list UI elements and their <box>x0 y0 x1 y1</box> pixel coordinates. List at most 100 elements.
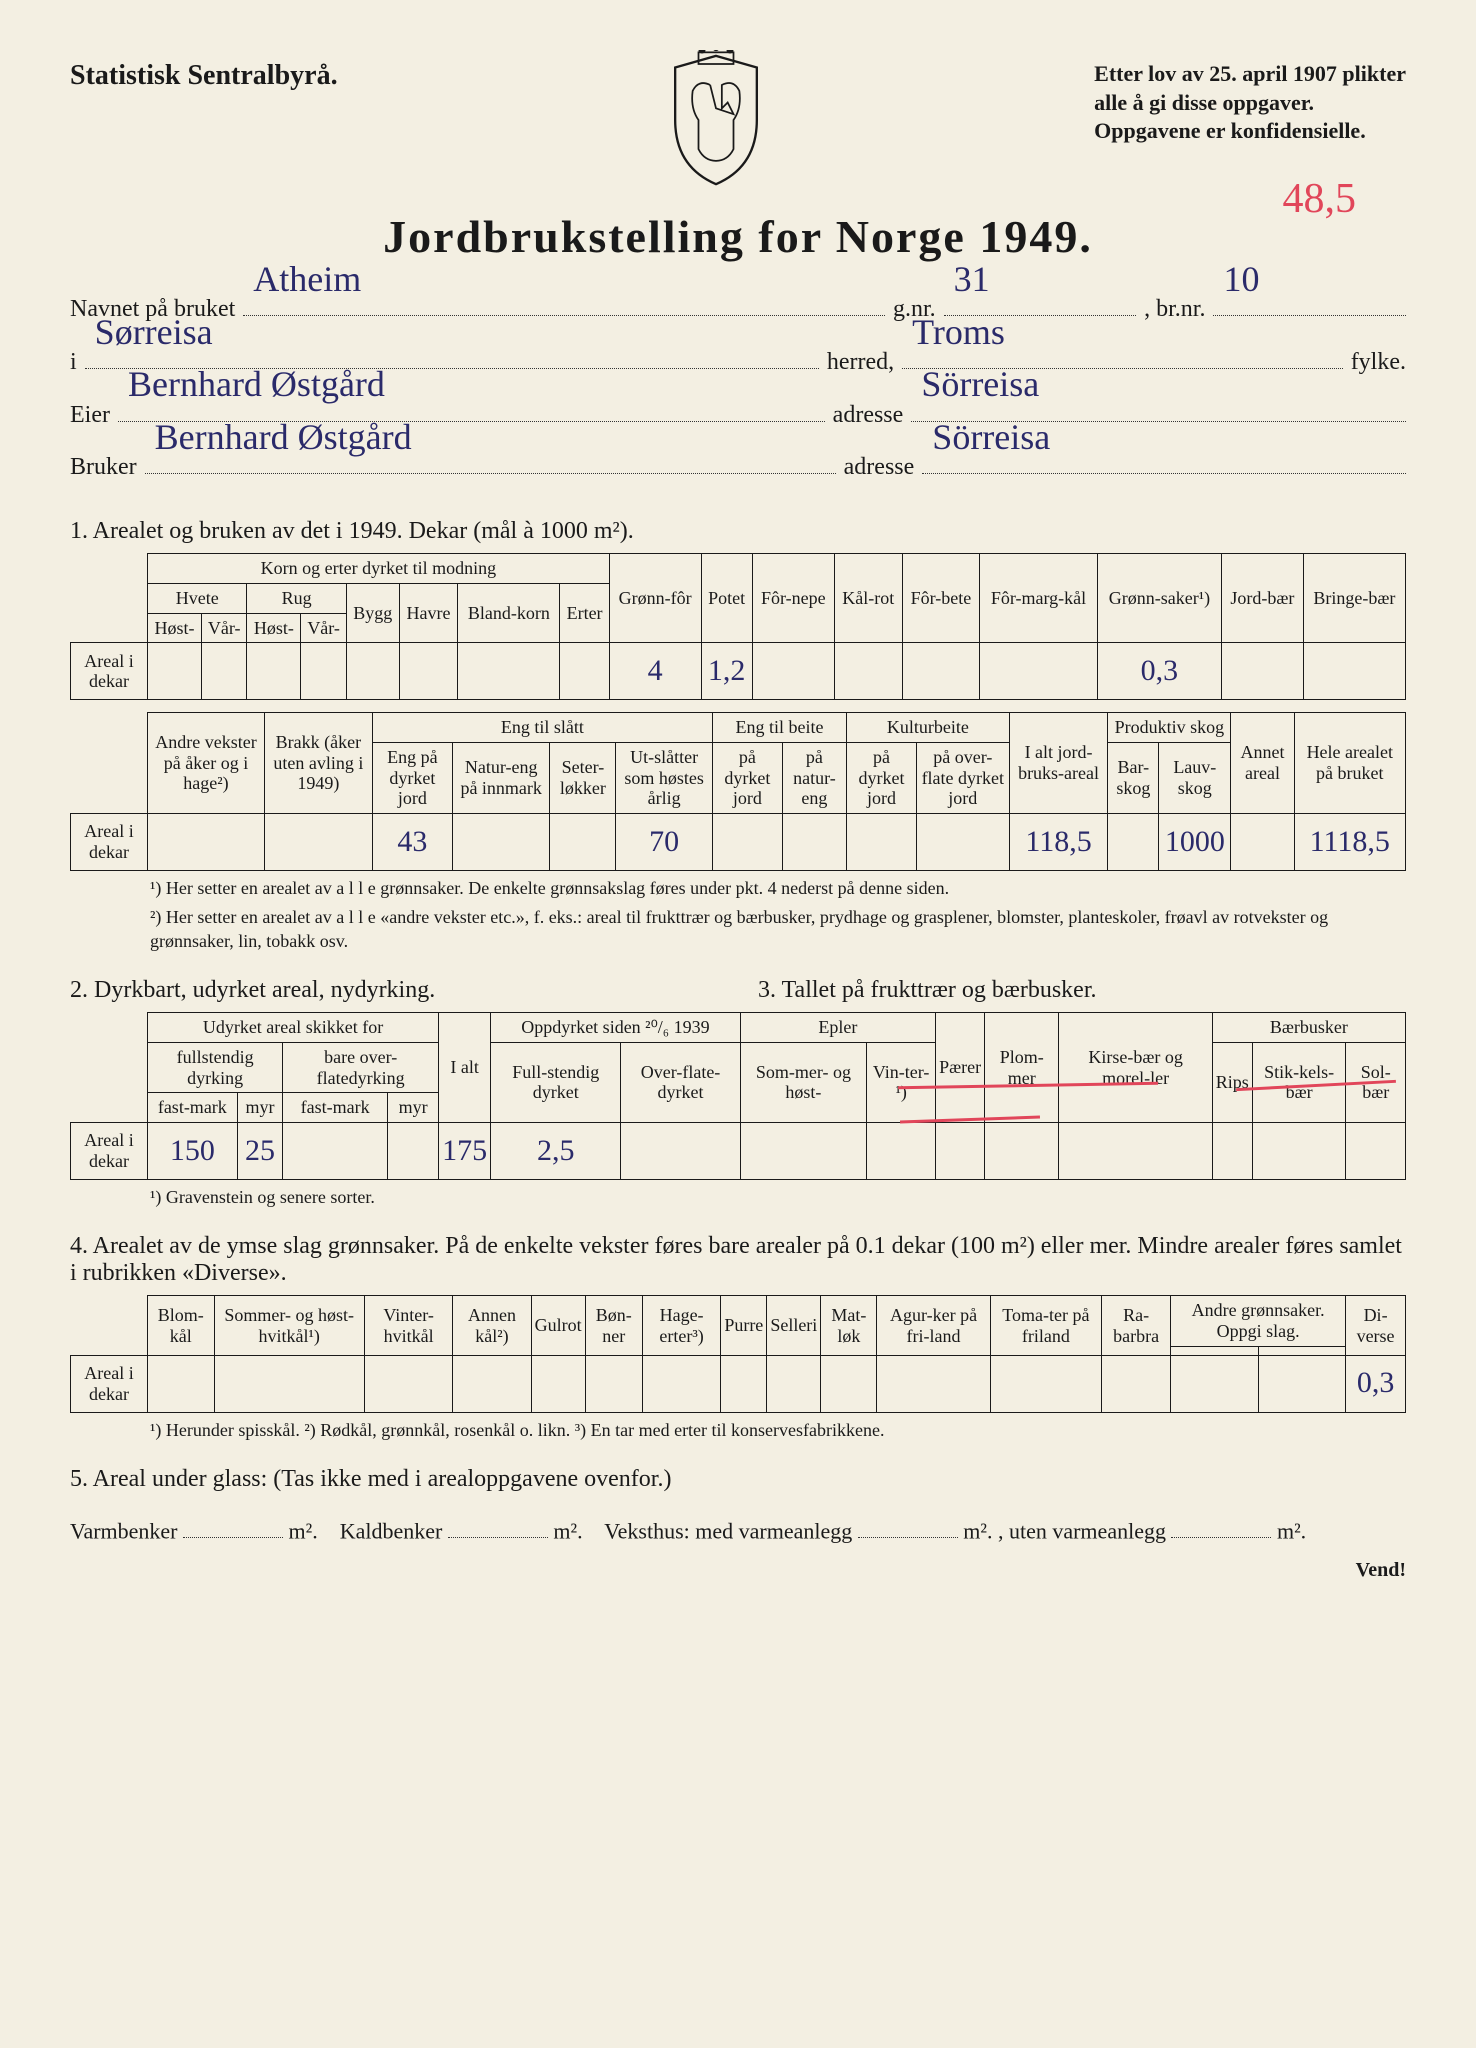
label: m². <box>963 1518 992 1543</box>
field-bruker-adr: Sörreisa <box>922 445 1406 475</box>
vend-label: Vend! <box>70 1559 1406 1582</box>
section-5-line: Varmbenker m². Kaldbenker m². Veksthus: … <box>70 1511 1406 1551</box>
col: Jord-bær <box>1222 554 1304 643</box>
hand-value: Bernhard Østgård <box>155 398 412 477</box>
label: adresse <box>833 389 904 442</box>
label: Eier <box>70 389 110 442</box>
footnote: ²) Her setter en arealet av a l l e «and… <box>150 906 1406 953</box>
hand-value: Sörreisa <box>932 398 1050 477</box>
coat-of-arms-icon <box>656 50 776 190</box>
col <box>1258 1346 1345 1355</box>
col: Gulrot <box>531 1296 585 1355</box>
label: Veksthus: med varmeanlegg <box>604 1518 852 1543</box>
col: Purre <box>721 1296 767 1355</box>
field-bruker: Bernhard Østgård <box>145 445 836 475</box>
label: Bruker <box>70 441 137 494</box>
col-group: Eng til slått <box>372 713 712 743</box>
cell-value: 0,3 <box>1346 1355 1406 1412</box>
col: Full-stendig dyrket <box>491 1042 621 1122</box>
col: Annet areal <box>1231 713 1294 814</box>
col: på natur-eng <box>782 742 846 813</box>
cell-value: 1,2 <box>701 643 752 700</box>
col: Bøn-ner <box>585 1296 642 1355</box>
col: Som-mer- og høst- <box>740 1042 867 1122</box>
col: Rug <box>247 583 346 613</box>
col-group: Bærbusker <box>1212 1013 1405 1043</box>
row-label: Areal i dekar <box>71 1355 148 1412</box>
label: Varmbenker <box>70 1518 178 1543</box>
field-brnr: 10 <box>1213 286 1406 316</box>
col: Bar-skog <box>1108 742 1159 813</box>
label: i <box>70 336 77 389</box>
col <box>1171 1346 1258 1355</box>
col: Vin-ter-¹) <box>867 1042 936 1122</box>
col: Grønn-fôr <box>609 554 701 643</box>
law-note-line: Etter lov av 25. april 1907 plikter <box>1094 60 1406 89</box>
col: Agur-ker på fri-land <box>877 1296 990 1355</box>
field <box>448 1511 548 1538</box>
col: Brakk (åker uten avling i 1949) <box>264 713 372 814</box>
col: Fôr-bete <box>902 554 980 643</box>
field <box>1171 1511 1271 1538</box>
cell-value: 118,5 <box>1009 814 1108 871</box>
col: fast-mark <box>283 1093 388 1123</box>
cell-value: 70 <box>616 814 712 871</box>
section-1-heading: 1. Arealet og bruken av det i 1949. Deka… <box>70 518 1406 545</box>
col: myr <box>237 1093 283 1123</box>
cell-value: 1118,5 <box>1294 814 1405 871</box>
table-4: Blom-kål Sommer- og høst-hvitkål¹) Vinte… <box>70 1295 1406 1412</box>
field <box>858 1511 958 1538</box>
label: herred, <box>827 336 894 389</box>
col: på dyrket jord <box>712 742 782 813</box>
label: Kaldbenker <box>340 1518 443 1543</box>
col: I alt <box>439 1013 491 1123</box>
col: Kirse-bær og morel-ler <box>1059 1013 1212 1123</box>
label: , uten varmeanlegg <box>998 1518 1166 1543</box>
col: Seter-løkker <box>550 742 616 813</box>
section-4-heading: 4. Arealet av de ymse slag grønnsaker. P… <box>70 1233 1406 1287</box>
col: Lauv-skog <box>1159 742 1231 813</box>
meta-line: Navnet på bruket Atheim g.nr. 31 , br.nr… <box>70 283 1406 336</box>
col-group: Korn og erter dyrket til modning <box>148 554 610 584</box>
label: fylke. <box>1351 336 1406 389</box>
agency-name: Statistisk Sentralbyrå. <box>70 60 338 92</box>
label: m². <box>289 1518 318 1543</box>
col-group: Oppdyrket siden ²⁰/₆ 1939 <box>491 1013 741 1043</box>
col-group: Produktiv skog <box>1108 713 1231 743</box>
col: Eng på dyrket jord <box>372 742 452 813</box>
col: Hele arealet på bruket <box>1294 713 1405 814</box>
col: Hage-erter³) <box>642 1296 720 1355</box>
col: Vår- <box>201 613 246 643</box>
section-5-heading: 5. Areal under glass: (Tas ikke med i ar… <box>70 1466 1406 1493</box>
col-group: Epler <box>740 1013 935 1043</box>
footnote: ¹) Herunder spisskål. ²) Rødkål, grønnkå… <box>150 1419 1406 1442</box>
section-3-heading: 3. Tallet på frukttrær og bærbusker. <box>758 977 1406 1004</box>
col: bare over-flatedyrking <box>283 1042 439 1092</box>
col-group: Eng til beite <box>712 713 846 743</box>
label: m². <box>1277 1518 1306 1543</box>
col: på dyrket jord <box>847 742 917 813</box>
col: Kål-rot <box>834 554 902 643</box>
cell-value: 4 <box>609 643 701 700</box>
col-group: Andre grønnsaker. Oppgi slag. <box>1171 1296 1346 1346</box>
col: Bygg <box>346 583 399 642</box>
col: Sommer- og høst-hvitkål¹) <box>214 1296 364 1355</box>
section-2-heading: 2. Dyrkbart, udyrket areal, nydyrking. <box>70 977 718 1004</box>
footnote: ¹) Gravenstein og senere sorter. <box>150 1186 1406 1209</box>
law-note-line: alle å gi disse oppgaver. <box>1094 89 1406 118</box>
col: Havre <box>399 583 458 642</box>
hand-value: Atheim <box>253 240 361 319</box>
label: m². <box>553 1518 582 1543</box>
table-1b: Andre vekster på åker og i hage²) Brakk … <box>70 712 1406 871</box>
table-2-3: Udyrket areal skikket for I alt Oppdyrke… <box>70 1012 1406 1180</box>
col: Plom-mer <box>985 1013 1059 1123</box>
col: myr <box>388 1093 439 1123</box>
col: Ut-slåtter som høstes årlig <box>616 742 712 813</box>
col: Blom-kål <box>148 1296 215 1355</box>
cell-value: 1000 <box>1159 814 1231 871</box>
col: Høst- <box>148 613 202 643</box>
cell-value: 0,3 <box>1097 643 1221 700</box>
cell-value: 43 <box>372 814 452 871</box>
col: Annen kål²) <box>453 1296 531 1355</box>
col: på over-flate dyrket jord <box>916 742 1009 813</box>
